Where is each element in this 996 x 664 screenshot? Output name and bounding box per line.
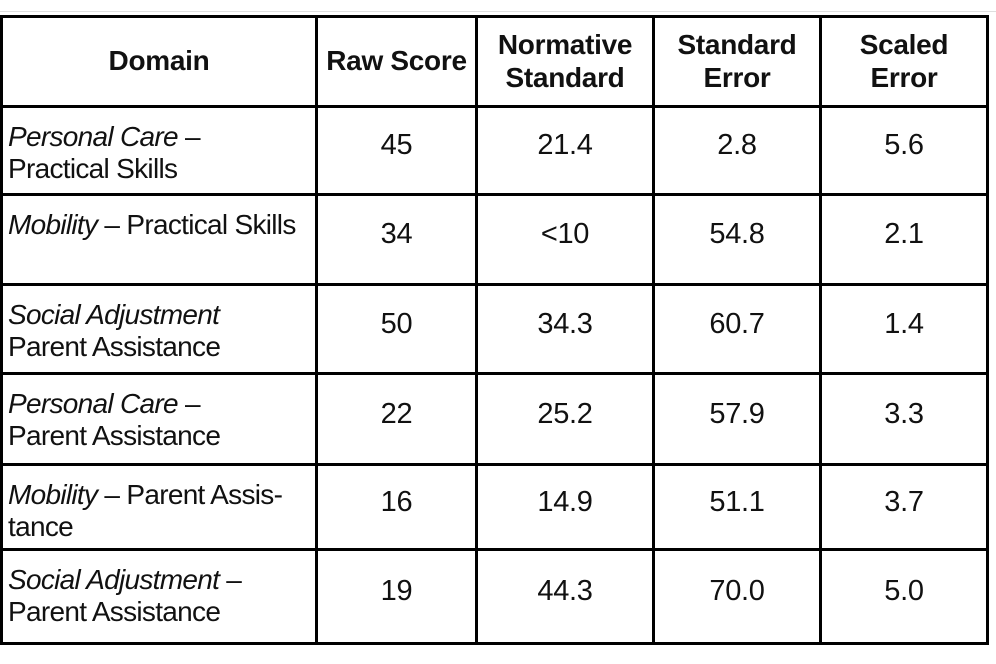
normative-standard-cell: <10 [475, 193, 655, 286]
table-row: Mobility – Parent Assis- tance 16 14.9 5… [0, 463, 989, 551]
table-row: Mobility – Practical Skills 34 <10 54.8 … [0, 193, 989, 286]
domain-cell: Social Adjustment Parent Assistance [0, 283, 318, 375]
scores-table: Domain Raw Score Normative Standard Stan… [0, 15, 989, 645]
normative-standard-cell: 14.9 [475, 463, 655, 551]
domain-suffix: – [177, 121, 201, 152]
domain-name: Personal Care [8, 388, 179, 419]
header-normative-standard: Normative Standard [475, 15, 655, 108]
domain-line2: Parent Assistance [8, 331, 221, 363]
domain-line1: Mobility – Practical Skills [8, 209, 315, 241]
header-domain: Domain [0, 15, 318, 108]
table-header-row: Domain Raw Score Normative Standard Stan… [0, 15, 989, 108]
table-row: Personal Care – Practical Skills 45 21.4… [0, 105, 989, 196]
raw-score-cell: 50 [315, 283, 478, 375]
table-row: Social Adjustment – Parent Assistance 19… [0, 548, 989, 645]
header-standard-error: Standard Error [652, 15, 822, 108]
standard-error-cell: 54.8 [652, 193, 822, 286]
domain-line2: tance [8, 511, 74, 543]
scaled-error-cell: 3.3 [819, 372, 989, 466]
standard-error-cell: 2.8 [652, 105, 822, 196]
domain-line1: Personal Care – [8, 121, 315, 153]
scaled-error-cell: 5.0 [819, 548, 989, 645]
page-top-rule [0, 11, 996, 12]
raw-score-cell: 22 [315, 372, 478, 466]
domain-line2: Parent Assistance [8, 420, 221, 452]
scaled-error-cell: 3.7 [819, 463, 989, 551]
domain-suffix: – Parent Assis- [97, 479, 283, 510]
domain-name: Mobility [8, 209, 98, 240]
domain-cell: Personal Care – Parent Assistance [0, 372, 318, 466]
scaled-error-cell: 5.6 [819, 105, 989, 196]
normative-standard-cell: 34.3 [475, 283, 655, 375]
raw-score-cell: 16 [315, 463, 478, 551]
domain-name: Social Adjustment [8, 564, 220, 595]
normative-standard-cell: 21.4 [475, 105, 655, 196]
domain-suffix: – [177, 388, 201, 419]
normative-standard-cell: 25.2 [475, 372, 655, 466]
raw-score-cell: 45 [315, 105, 478, 196]
domain-cell: Personal Care – Practical Skills [0, 105, 318, 196]
domain-suffix: – Practical Skills [97, 209, 296, 240]
domain-name: Mobility [8, 479, 98, 510]
scaled-error-cell: 2.1 [819, 193, 989, 286]
header-scaled-error: Scaled Error [819, 15, 989, 108]
domain-line1: Personal Care – [8, 388, 315, 420]
domain-cell: Mobility – Parent Assis- tance [0, 463, 318, 551]
standard-error-cell: 70.0 [652, 548, 822, 645]
domain-cell: Mobility – Practical Skills [0, 193, 318, 286]
table-row: Personal Care – Parent Assistance 22 25.… [0, 372, 989, 466]
scaled-error-cell: 1.4 [819, 283, 989, 375]
domain-line1: Social Adjustment [8, 299, 315, 331]
domain-line1: Social Adjustment – [8, 564, 315, 596]
normative-standard-cell: 44.3 [475, 548, 655, 645]
raw-score-cell: 19 [315, 548, 478, 645]
domain-line2: Parent Assistance [8, 596, 221, 628]
domain-suffix: – [219, 564, 242, 595]
raw-score-cell: 34 [315, 193, 478, 286]
table-row: Social Adjustment Parent Assistance 50 3… [0, 283, 989, 375]
standard-error-cell: 57.9 [652, 372, 822, 466]
domain-line1: Mobility – Parent Assis- [8, 479, 315, 511]
standard-error-cell: 60.7 [652, 283, 822, 375]
header-raw-score: Raw Score [315, 15, 478, 108]
domain-cell: Social Adjustment – Parent Assistance [0, 548, 318, 645]
domain-line2: Practical Skills [8, 153, 178, 185]
domain-name: Social Adjustment [8, 299, 220, 330]
standard-error-cell: 51.1 [652, 463, 822, 551]
domain-name: Personal Care [8, 121, 179, 152]
